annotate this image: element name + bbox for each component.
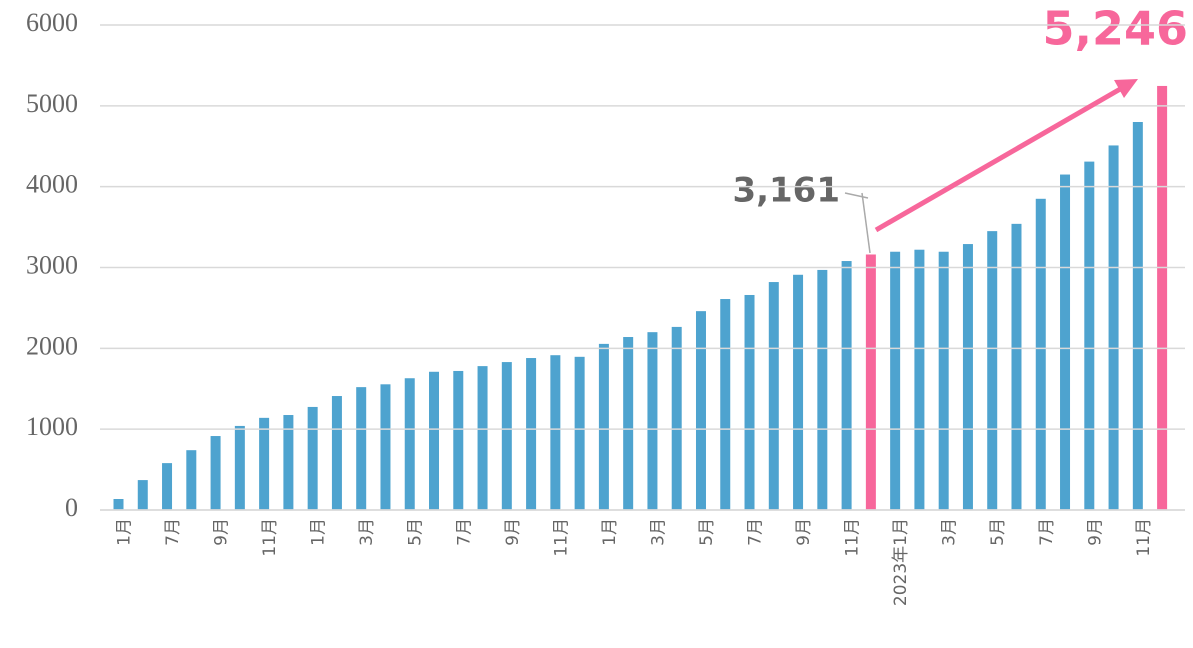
bar <box>1035 198 1046 510</box>
y-tick-label: 1000 <box>26 412 78 441</box>
value-label: 3,161 <box>732 171 840 211</box>
bar <box>283 415 294 510</box>
bar <box>671 326 682 510</box>
bar <box>356 387 367 510</box>
bar <box>307 406 318 510</box>
bar <box>234 425 245 510</box>
y-tick-label: 4000 <box>26 170 78 199</box>
bar <box>331 396 342 510</box>
x-tick-label: 3月 <box>940 518 960 546</box>
y-tick-label: 3000 <box>26 250 78 279</box>
bar <box>404 378 415 510</box>
bar <box>162 463 173 510</box>
bar <box>817 269 828 510</box>
bar <box>210 436 221 510</box>
x-tick-label: 7月 <box>454 518 474 546</box>
bar <box>1157 85 1168 510</box>
bar <box>429 371 440 510</box>
bar <box>550 355 561 510</box>
bar <box>501 362 512 510</box>
bar <box>647 332 658 510</box>
bar <box>574 356 585 510</box>
x-tick-label: 11月 <box>260 518 280 557</box>
y-tick-label: 2000 <box>26 331 78 360</box>
bar <box>793 274 804 510</box>
bar <box>695 311 706 510</box>
bar <box>623 337 634 510</box>
x-tick-label: 1月 <box>309 518 329 546</box>
x-tick-label: 5月 <box>988 518 1008 546</box>
leader-line <box>861 192 871 254</box>
bar <box>1011 223 1022 510</box>
bar <box>938 251 949 511</box>
bar <box>186 450 197 510</box>
x-tick-label: 7月 <box>163 518 183 546</box>
arrow-head <box>1114 79 1138 98</box>
x-tick-label: 1月 <box>115 518 135 546</box>
bar <box>720 299 731 510</box>
bar <box>744 294 755 510</box>
x-tick-label: 7月 <box>746 518 766 546</box>
bar <box>477 366 488 510</box>
x-tick-label: 9月 <box>794 518 814 546</box>
x-tick-label: 7月 <box>1037 518 1057 546</box>
x-tick-label: 9月 <box>212 518 232 546</box>
bar <box>865 254 876 510</box>
bar <box>137 480 148 510</box>
x-tick-label: 3月 <box>648 518 668 546</box>
bar <box>987 231 998 510</box>
y-tick-label: 0 <box>65 493 78 522</box>
x-tick-label: 5月 <box>406 518 426 546</box>
bar <box>1060 174 1071 510</box>
x-tick-label: 9月 <box>1085 518 1105 546</box>
bar <box>453 370 464 510</box>
x-tick-label: 1月 <box>600 518 620 546</box>
x-tick-label: 11月 <box>843 518 863 557</box>
value-label: 5,246 <box>1042 2 1188 56</box>
x-tick-label: 5月 <box>697 518 717 546</box>
bar <box>526 358 537 510</box>
bar <box>890 251 901 511</box>
x-tick-label: 2023年1月 <box>891 518 911 606</box>
bar <box>1132 122 1143 510</box>
bar <box>962 244 973 510</box>
x-tick-label: 11月 <box>1134 518 1154 557</box>
bar <box>914 249 925 510</box>
bar <box>768 282 779 510</box>
y-tick-label: 6000 <box>26 8 78 37</box>
leader-line <box>844 192 869 199</box>
x-tick-label: 9月 <box>503 518 523 546</box>
bar <box>380 384 391 510</box>
arrow <box>874 85 1124 233</box>
bar <box>259 417 270 510</box>
bar <box>1084 161 1095 510</box>
bar <box>1108 145 1119 511</box>
bar <box>113 499 124 510</box>
x-tick-label: 11月 <box>551 518 571 557</box>
bar <box>841 261 852 510</box>
bar <box>598 343 609 510</box>
x-tick-label: 3月 <box>357 518 377 546</box>
y-tick-label: 5000 <box>26 89 78 118</box>
